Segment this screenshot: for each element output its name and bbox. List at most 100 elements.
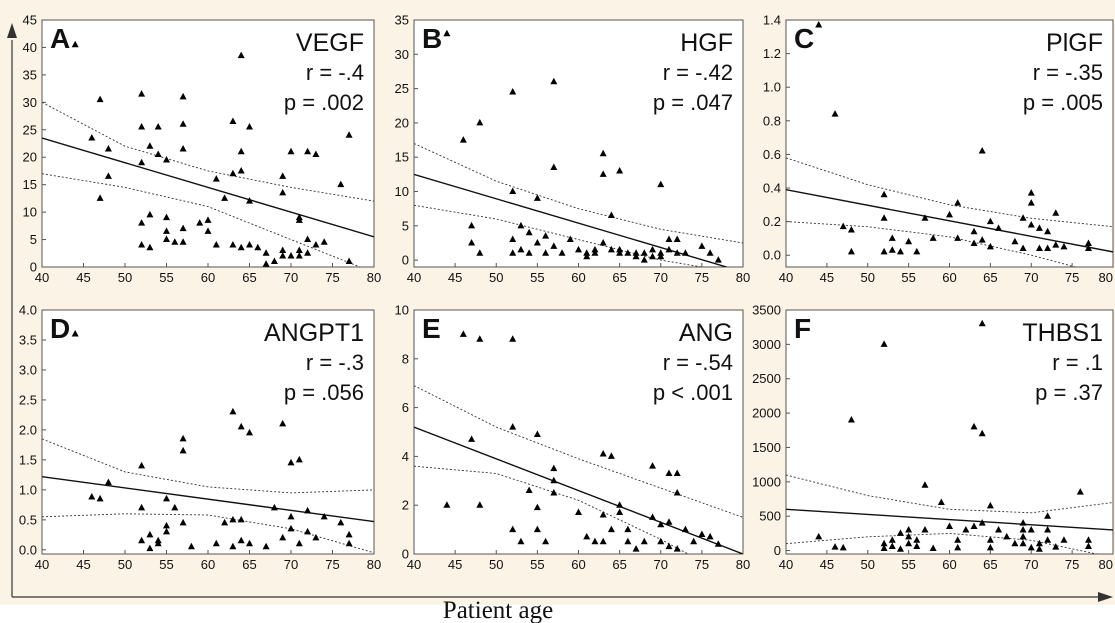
data-point [815,21,823,28]
data-point [583,249,591,256]
data-point [978,429,986,437]
x-tick-label: 40 [407,557,421,572]
data-point [154,539,162,547]
data-point [163,213,170,221]
data-point [171,238,179,245]
ci-upper-line [786,474,1113,514]
data-point [1035,545,1043,552]
y-tick-label: 45 [23,13,37,28]
x-tick-label: 45 [76,270,90,285]
data-point [1084,542,1092,549]
y-tick-label: 0 [402,547,409,562]
data-point [624,525,632,533]
x-tick-label: 45 [448,270,462,285]
data-point [337,518,345,526]
x-tick-label: 60 [571,270,585,285]
x-tick-label: 80 [1099,270,1113,285]
data-point [550,476,558,484]
data-point [179,434,187,442]
data-point [978,236,986,243]
data-point [345,539,353,547]
data-point [599,238,607,246]
plot-content [42,329,374,554]
ci-lower-line [42,173,362,267]
data-point [71,329,79,337]
data-point [962,525,970,533]
ci-upper-line [414,385,743,518]
data-point [295,539,303,547]
data-point [632,252,640,260]
data-point [946,210,953,218]
x-tick-label: 55 [901,557,915,572]
data-point [104,478,112,486]
data-point [179,446,187,454]
data-point [517,245,525,253]
panel-d: 40 45 50 55 60 65 70 75 80 0.0 0.5 1.0 1.5 2.0 2.5 3.0 3… [19,303,381,573]
y-tick-label: 0.0 [19,542,37,557]
ci-upper-line [42,438,374,494]
data-point [138,219,146,226]
data-point [237,147,245,155]
data-point [246,197,253,204]
data-point [476,118,484,126]
data-point [1019,539,1027,547]
data-point [163,521,170,529]
y-tick-label: 2.5 [19,392,37,407]
data-point [714,256,722,263]
x-tick-label: 50 [861,270,875,285]
y-tick-label: 40 [23,40,37,55]
data-point [179,224,187,232]
data-point [337,180,345,188]
data-point [443,501,451,508]
ci-upper-line [786,157,1113,228]
ci-lower-line [786,221,1078,267]
y-tick-label: 10 [395,184,409,199]
data-point [542,232,550,239]
data-point [665,518,673,525]
data-point [179,92,187,100]
data-point [986,536,994,543]
regression-line [786,508,1113,531]
data-point [542,249,550,256]
data-point [905,525,913,533]
data-point [1044,512,1052,519]
data-point [237,166,245,174]
y-tick-label: 500 [759,509,781,524]
data-point [204,227,212,234]
data-point [978,147,986,154]
data-point [616,166,624,174]
data-point [575,508,582,516]
data-point [279,188,287,196]
y-tick-label: 1000 [752,474,781,489]
data-point [287,512,295,520]
data-point [262,249,270,256]
data-point [599,449,607,457]
data-point [1027,525,1035,533]
data-point [229,241,237,248]
data-point [312,150,320,157]
data-point [673,545,681,552]
data-point [591,245,599,253]
data-point [517,537,525,545]
x-tick-label: 40 [407,270,421,285]
panel-e: 40 45 50 55 60 65 70 75 80 0 2 4 6 8 10 E ANG r = -.54 p <… [395,303,751,573]
x-tick-label: 50 [861,557,875,572]
data-point [624,249,632,256]
y-tick-label: 0.4 [763,181,781,196]
data-point [146,530,154,538]
gene-title: ANG [679,319,733,347]
data-point [509,525,517,533]
data-point [179,518,187,526]
x-tick-label: 75 [1065,557,1079,572]
y-tick-label: 1.0 [763,80,781,95]
ci-lower-line [414,204,705,267]
data-point [831,110,839,117]
y-tick-label: 2.0 [19,422,37,437]
data-point [171,503,179,511]
data-point [970,522,978,530]
x-tick-label: 45 [448,557,462,572]
data-point [954,543,962,551]
data-point [279,252,287,259]
y-tick-label: 0.5 [19,512,37,527]
